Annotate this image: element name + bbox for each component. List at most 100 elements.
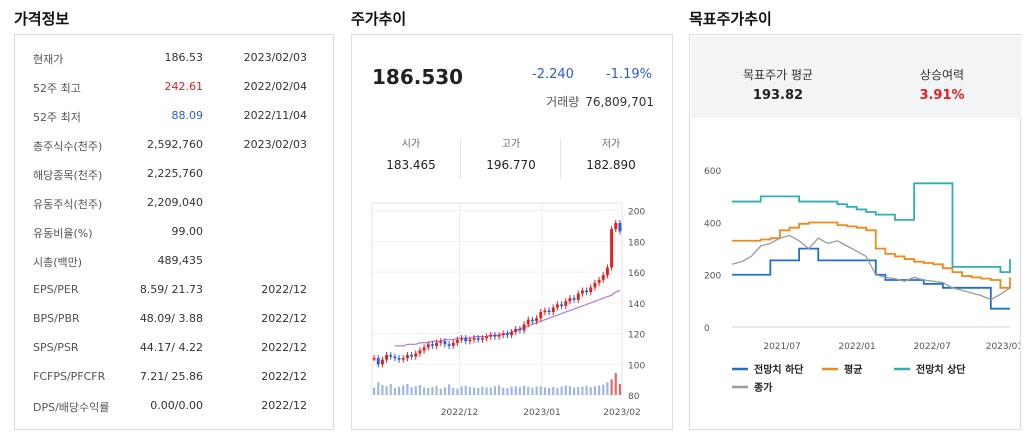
candle-body	[530, 319, 534, 322]
info-label: 52주 최저	[33, 111, 81, 124]
volume-bar	[498, 385, 501, 395]
info-date: 2022/12	[261, 283, 307, 296]
candle-body	[418, 350, 422, 354]
upside-label: 상승여력	[919, 68, 965, 82]
volume-bar	[548, 388, 551, 395]
candle-body	[472, 338, 476, 340]
target-price-title: 목표주가추이	[689, 10, 772, 28]
volume-bar	[556, 387, 559, 395]
low-value: 182.890	[586, 158, 636, 172]
info-value: 2,225,760	[147, 167, 203, 180]
info-row: SPS/PSR 44.17/ 4.22 2022/12	[15, 341, 333, 361]
info-date: 2023/02/03	[243, 138, 307, 151]
volume-bar	[398, 386, 401, 395]
info-row: 52주 최고 242.61 2022/02/04	[15, 80, 333, 100]
volume-bar	[589, 387, 592, 395]
candle-body	[497, 335, 501, 337]
candle-body	[585, 290, 589, 293]
x-tick-label: 2022/01	[838, 342, 875, 352]
info-row: 총주식수(천주) 2,592,760 2023/02/03	[15, 138, 333, 158]
low-label: 저가	[601, 139, 621, 150]
price-change-percent: -1.19%	[606, 67, 652, 82]
volume-bar	[614, 373, 617, 395]
candle-body	[568, 298, 572, 302]
x-tick-label: 2022/12	[441, 408, 478, 418]
volume-bar	[502, 387, 505, 395]
info-label: SPS/PSR	[33, 341, 79, 354]
high-label: 고가	[501, 139, 521, 150]
candle-body	[526, 319, 530, 325]
target-price-chart[interactable]: 0 200 400 600 2021/07 2022/01 2022/07 2023/01 전망…	[690, 155, 1020, 427]
candle-body	[389, 355, 393, 357]
volume-bar	[468, 386, 471, 395]
open-label: 시가	[401, 139, 421, 150]
candle-body	[505, 333, 509, 336]
info-row: 시총(백만) 489,435	[15, 254, 333, 274]
price-candlestick-chart[interactable]: 80 100 120 140 160 180 200 2022/12 2023/01 2023/0…	[368, 195, 666, 423]
candle-body	[593, 282, 597, 288]
plot-area	[371, 202, 623, 396]
volume-bar	[389, 384, 392, 395]
volume-bar	[373, 387, 376, 395]
volume-bar	[477, 388, 480, 395]
volume-bar	[598, 385, 601, 395]
info-label: 유동주식(천주)	[33, 198, 103, 211]
price-trend-panel: 186.530 -2.240 -1.19% 거래량 76,809,701 시가 1…	[351, 34, 673, 430]
volume-bar	[523, 385, 526, 395]
y-tick-label: 140	[628, 300, 645, 310]
y-tick-label: 120	[628, 331, 645, 341]
volume-bar	[402, 385, 405, 395]
volume-bar	[564, 385, 567, 395]
y-tick-label: 80	[628, 392, 640, 402]
volume-bar	[581, 386, 584, 395]
volume-bar	[439, 388, 442, 395]
target-avg-label: 목표주가 평균	[742, 68, 814, 82]
price-change: -2.240	[532, 67, 574, 82]
volume-value: 76,809,701	[585, 95, 654, 109]
volume-bar	[606, 382, 609, 395]
target-price-panel: 목표주가 평균 193.82 상승여력 3.91% 0 200 400 600 2021…	[689, 34, 1021, 430]
open-price-box: 시가 183.465	[366, 135, 456, 172]
candle-body	[514, 328, 518, 333]
high-value: 196.770	[486, 158, 536, 172]
x-tick-label: 2023/02	[603, 408, 640, 418]
current-price: 186.530	[372, 65, 464, 89]
info-label: DPS/배당수익률	[33, 401, 110, 414]
y-tick-label: 600	[704, 167, 721, 177]
volume-bar	[510, 386, 513, 395]
target-summary: 목표주가 평균 193.82 상승여력 3.91%	[691, 36, 1021, 118]
candle-body	[543, 310, 547, 313]
info-label: FCFPS/PFCFR	[33, 370, 106, 383]
target-avg-value: 193.82	[752, 88, 804, 103]
volume-bar	[618, 384, 621, 395]
candle-body	[397, 358, 401, 360]
y-tick-label: 200	[628, 208, 645, 218]
y-tick-label: 160	[628, 269, 645, 279]
candle-body	[580, 290, 584, 294]
price-info-title: 가격정보	[14, 10, 70, 28]
volume-bar	[464, 385, 467, 395]
candle-body	[605, 267, 609, 276]
y-tick-label: 200	[704, 272, 721, 282]
x-tick-label: 2021/07	[763, 342, 800, 352]
volume-readout: 거래량 76,809,701	[546, 93, 654, 110]
x-tick-label: 2023/01	[986, 342, 1020, 352]
candle-body	[597, 279, 601, 283]
candle-body	[460, 338, 464, 340]
info-value: 88.09	[171, 109, 204, 122]
candle-body	[451, 342, 455, 346]
candle-body	[564, 301, 568, 306]
volume-bar	[539, 386, 542, 395]
volume-label: 거래량	[546, 95, 580, 109]
info-date: 2022/12	[261, 370, 307, 383]
volume-bar	[385, 386, 388, 395]
volume-bar	[485, 387, 488, 395]
candle-body	[447, 344, 451, 346]
info-date: 2023/02/03	[243, 51, 307, 64]
info-value: 44.17/ 4.22	[139, 341, 203, 354]
info-row: 52주 최저 88.09 2022/11/04	[15, 109, 333, 129]
info-row: 유동주식(천주) 2,209,040	[15, 196, 333, 216]
volume-bar	[535, 386, 538, 395]
volume-bar	[377, 382, 380, 395]
info-row: BPS/PBR 48.09/ 3.88 2022/12	[15, 312, 333, 332]
